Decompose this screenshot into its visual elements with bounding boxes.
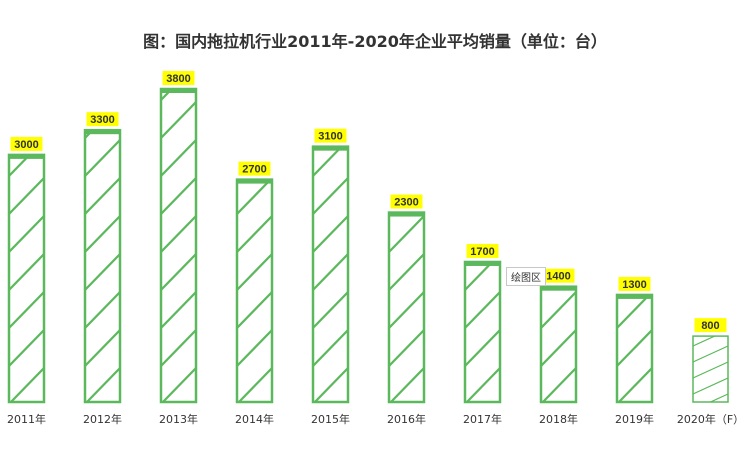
- bar: [463, 260, 502, 404]
- bar-outline: [7, 153, 46, 404]
- x-tick-label: 2017年: [463, 412, 502, 426]
- data-label: 2700: [238, 161, 271, 176]
- data-label-text: 1300: [622, 279, 646, 291]
- bar-cap: [313, 146, 348, 151]
- bar-hatch: [389, 212, 424, 402]
- x-axis-ticks: 2011年 2012年 2013年 2014年 2015年 2016年 2017年 2018年…: [7, 412, 744, 426]
- data-label-bg: [10, 136, 43, 151]
- data-label-bg: [542, 268, 575, 283]
- data-label-bg: [466, 243, 499, 258]
- data-label-bg: [314, 128, 347, 143]
- bar: [615, 293, 654, 404]
- bar-cap: [9, 154, 44, 159]
- bar-cap: [541, 286, 576, 291]
- bar-outline: [235, 178, 274, 404]
- chart-title: 图：国内拖拉机行业2011年-2020年企业平均销量（单位：台）: [143, 32, 607, 51]
- bar-cap: [389, 212, 424, 217]
- bar: [387, 211, 426, 404]
- bar-outline: [463, 260, 502, 404]
- bar-cap: [161, 89, 196, 93]
- bar-cap: [85, 130, 120, 135]
- data-label-text: 3800: [166, 73, 190, 85]
- data-label-text: 2300: [394, 197, 418, 209]
- bar-outline: [692, 335, 729, 403]
- data-label-bg: [238, 161, 271, 176]
- bar-hatch: [541, 286, 576, 402]
- data-labels-layer: 3000 3300 3800 2700 3100 2300 1700 1400 1300 800: [10, 71, 727, 333]
- data-label: 3800: [162, 71, 195, 85]
- x-tick-label: 2016年: [387, 412, 426, 426]
- bar-hatch: [617, 294, 652, 402]
- bars-layer: [7, 87, 729, 404]
- data-label: 1400: [542, 268, 575, 283]
- bar-hatch: [237, 179, 272, 402]
- x-tick-label: 2015年: [311, 412, 350, 426]
- bar: [235, 178, 274, 404]
- bar-hatch: [313, 146, 348, 402]
- x-tick-label: 2013年: [159, 412, 198, 426]
- data-label-text: 3100: [318, 131, 342, 143]
- data-label-bg: [162, 71, 195, 85]
- x-tick-label: 2019年: [615, 412, 654, 426]
- x-tick-label: 2011年: [7, 412, 46, 426]
- data-label: 1300: [618, 276, 651, 291]
- data-label: 800: [694, 318, 727, 333]
- bar-cap: [237, 179, 272, 184]
- data-label-text: 800: [701, 320, 719, 332]
- data-label-text: 3300: [90, 114, 114, 126]
- data-label: 3100: [314, 128, 347, 143]
- data-label-bg: [390, 194, 423, 209]
- data-label: 3000: [10, 136, 43, 151]
- bar: [83, 128, 122, 404]
- x-tick-label: 2012年: [83, 412, 122, 426]
- bar-hatch: [85, 130, 120, 402]
- x-tick-label: 2018年: [539, 412, 578, 426]
- bar: [311, 145, 350, 404]
- bar: [692, 335, 729, 403]
- bar-hatch: [9, 154, 44, 402]
- data-label-bg: [86, 112, 119, 127]
- plot-area-tooltip: 绘图区: [506, 267, 546, 286]
- data-label-bg: [618, 276, 651, 291]
- data-label-bg: [694, 318, 727, 333]
- bar-hatch: [465, 261, 500, 403]
- data-label-text: 2700: [242, 164, 266, 176]
- data-label: 3300: [86, 112, 119, 127]
- x-tick-label: 2014年: [235, 412, 274, 426]
- bar-cap: [617, 294, 652, 299]
- x-tick-label: 2020年（F）: [677, 412, 744, 426]
- data-label: 1700: [466, 243, 499, 258]
- bar-cap: [465, 261, 500, 266]
- bar-hatch: [161, 89, 196, 402]
- bar: [7, 153, 46, 404]
- bar: [539, 285, 578, 404]
- data-label-text: 3000: [14, 139, 38, 151]
- data-label-text: 1700: [470, 246, 494, 258]
- bar: [159, 87, 198, 404]
- data-label: 2300: [390, 194, 423, 209]
- bar-hatch: [693, 336, 728, 402]
- data-label-text: 1400: [546, 271, 570, 283]
